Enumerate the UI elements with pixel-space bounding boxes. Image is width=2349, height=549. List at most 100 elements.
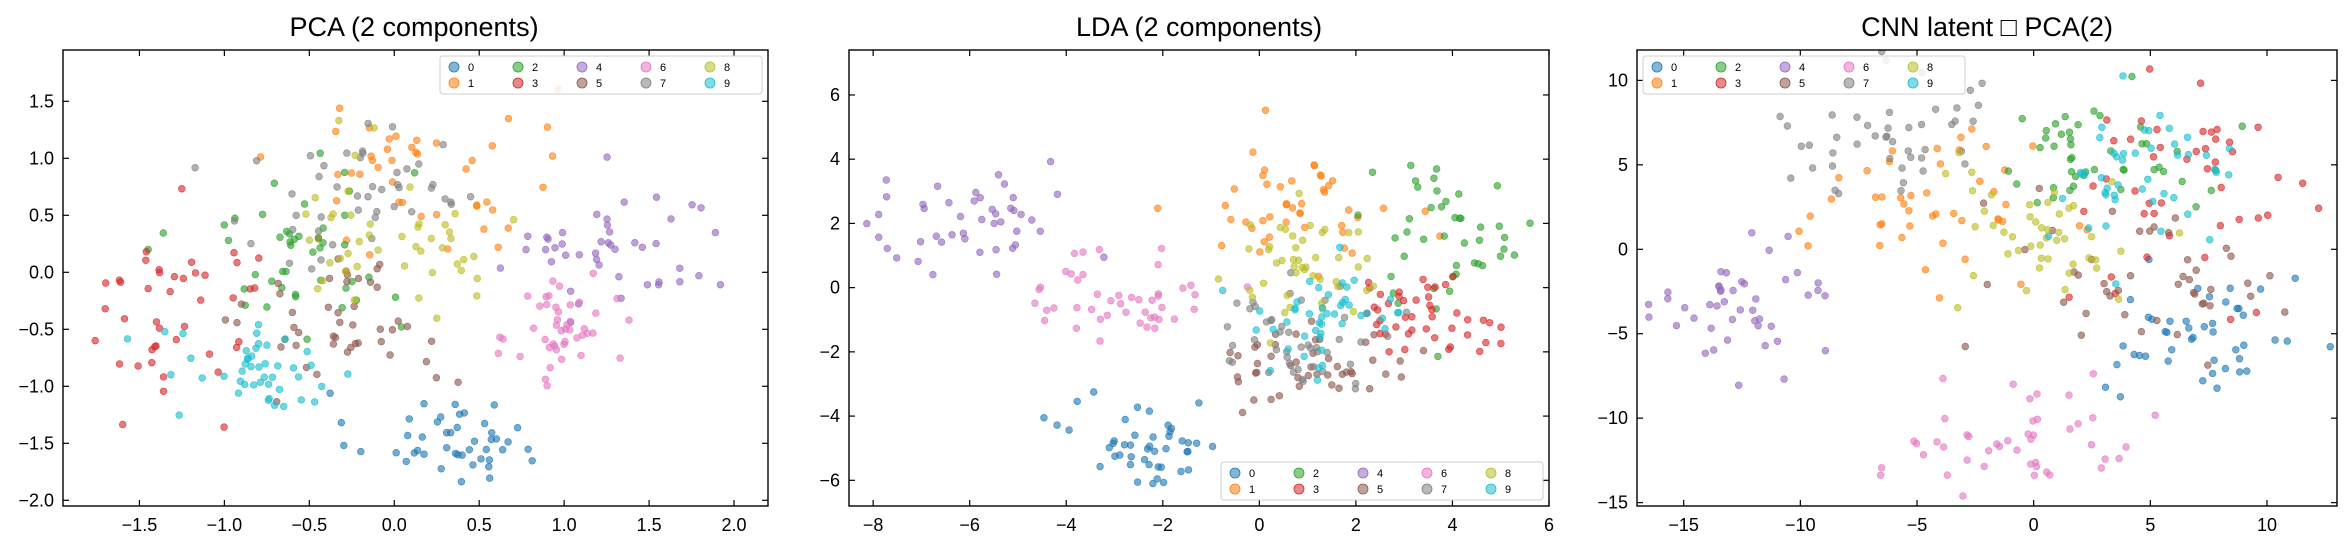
data-point-class-9 <box>2085 224 2093 232</box>
data-point-class-4 <box>990 219 998 228</box>
data-point-class-6 <box>546 364 554 372</box>
data-point-class-9 <box>265 394 273 403</box>
data-point-class-2 <box>319 239 327 247</box>
data-point-class-2 <box>1368 168 1377 177</box>
data-point-class-9 <box>303 347 311 356</box>
data-point-class-0 <box>1131 431 1139 439</box>
data-point-class-3 <box>1424 293 1433 301</box>
data-point-class-7 <box>1886 154 1894 163</box>
data-point-class-2 <box>391 293 400 301</box>
data-point-class-8 <box>1354 228 1363 236</box>
data-point-class-9 <box>161 327 169 336</box>
data-point-class-7 <box>1885 108 1894 117</box>
data-point-class-7 <box>439 140 447 149</box>
legend-marker <box>1651 77 1663 89</box>
data-point-class-6 <box>1096 337 1104 345</box>
data-point-class-0 <box>2213 384 2221 392</box>
data-point-class-9 <box>2165 124 2174 133</box>
legend-marker <box>1651 61 1663 73</box>
legend-label: 4 <box>1799 62 1805 74</box>
data-point-class-9 <box>2184 150 2193 159</box>
data-point-class-0 <box>487 435 495 444</box>
data-point-class-0 <box>2232 346 2240 354</box>
data-point-class-6 <box>552 346 561 354</box>
data-point-class-7 <box>1853 140 1861 148</box>
data-point-class-7 <box>1357 338 1365 346</box>
data-point-class-0 <box>447 429 455 437</box>
data-point-class-7 <box>1335 335 1344 344</box>
data-point-class-0 <box>2233 304 2241 313</box>
data-point-class-4 <box>1000 180 1009 188</box>
data-point-class-9 <box>1313 376 1322 384</box>
data-point-class-7 <box>247 239 255 248</box>
data-point-class-2 <box>1526 219 1534 227</box>
legend-label: 5 <box>596 78 602 90</box>
data-point-class-4 <box>874 233 883 241</box>
data-point-class-5 <box>2281 308 2289 316</box>
data-point-class-3 <box>142 256 150 264</box>
legend-marker <box>1485 483 1497 495</box>
data-point-class-8 <box>457 266 465 275</box>
data-point-class-0 <box>477 455 485 463</box>
data-point-class-0 <box>486 474 494 482</box>
data-point-class-8 <box>433 314 441 322</box>
data-point-class-9 <box>1317 346 1326 354</box>
legend-label: 0 <box>468 62 474 74</box>
data-point-class-4 <box>611 245 619 253</box>
data-point-class-4 <box>1767 322 1776 330</box>
data-point-class-0 <box>451 400 459 409</box>
data-point-class-5 <box>1348 369 1356 378</box>
data-point-class-6 <box>613 294 621 303</box>
data-point-class-2 <box>1500 245 1508 253</box>
data-point-class-7 <box>1961 160 1969 168</box>
data-point-class-2 <box>2066 155 2075 164</box>
data-point-class-9 <box>256 378 265 386</box>
data-point-class-7 <box>1251 302 1260 311</box>
legend: 0 1 2 3 4 5 6 7 8 9 <box>1220 461 1544 501</box>
data-point-class-6 <box>2009 380 2017 388</box>
data-point-class-0 <box>465 446 474 454</box>
legend-label: 1 <box>1249 484 1255 496</box>
data-point-class-1 <box>1804 242 1812 250</box>
data-point-class-5 <box>2192 266 2200 274</box>
data-point-class-1 <box>1827 195 1836 203</box>
data-point-class-6 <box>2045 471 2054 479</box>
data-point-class-3 <box>1463 316 1472 324</box>
data-point-class-0 <box>1192 439 1201 447</box>
data-point-class-1 <box>1921 266 1930 274</box>
data-point-class-9 <box>179 329 187 338</box>
data-point-class-5 <box>1252 368 1261 377</box>
data-point-class-6 <box>563 321 571 329</box>
data-point-class-4 <box>558 228 567 237</box>
data-point-class-3 <box>2131 187 2139 195</box>
data-point-class-4 <box>997 218 1005 226</box>
data-point-class-9 <box>1336 243 1344 252</box>
panel-title: CNN latent □ PCA(2) <box>1861 12 2113 42</box>
data-point-class-4 <box>496 264 505 272</box>
data-point-class-7 <box>191 164 199 172</box>
data-point-class-4 <box>882 193 891 201</box>
data-point-class-9 <box>2206 236 2214 244</box>
data-point-class-6 <box>1965 432 1973 441</box>
data-point-class-4 <box>541 245 550 254</box>
data-point-class-7 <box>390 202 398 211</box>
data-point-class-2 <box>1500 233 1509 242</box>
data-point-class-8 <box>2035 264 2044 272</box>
legend-marker <box>576 77 588 89</box>
data-point-class-5 <box>1251 343 1259 351</box>
data-point-class-9 <box>187 354 195 362</box>
scatter-points <box>91 84 725 486</box>
data-point-class-9 <box>1338 298 1347 307</box>
data-point-class-8 <box>1276 223 1285 232</box>
data-point-class-2 <box>2074 120 2082 129</box>
data-point-class-8 <box>2065 204 2073 212</box>
data-point-class-3 <box>2153 125 2161 134</box>
data-point-class-2 <box>1407 161 1415 170</box>
data-point-class-3 <box>155 268 164 277</box>
data-point-class-6 <box>1912 439 1921 448</box>
data-point-class-6 <box>1963 456 1971 464</box>
x-tick-label: −4 <box>1056 515 1077 535</box>
legend-marker <box>1421 467 1433 479</box>
data-point-class-1 <box>1876 241 1884 250</box>
data-point-class-6 <box>2089 414 2097 422</box>
